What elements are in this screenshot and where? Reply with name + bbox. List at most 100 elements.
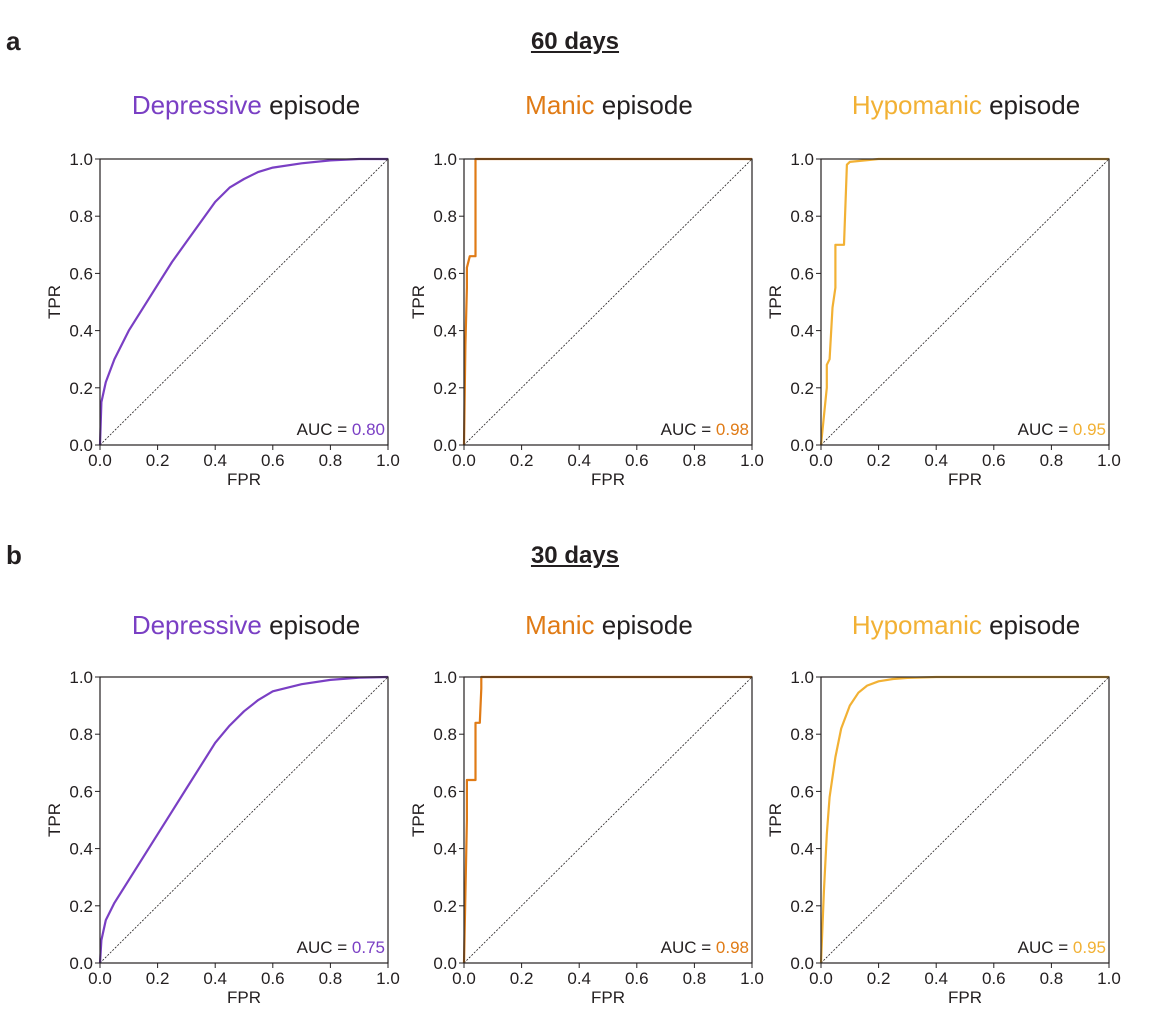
auc-annotation: AUC = 0.98: [661, 938, 749, 957]
y-tick-label: 0.6: [790, 264, 814, 283]
plot-title-rest: episode: [261, 90, 361, 120]
x-tick-label: 0.8: [1040, 451, 1064, 470]
plot-title-rest: episode: [981, 610, 1081, 640]
y-tick-label: 0.4: [790, 322, 814, 341]
plot-title-depressive-60: Depressive episode: [66, 90, 426, 121]
x-tick-label: 0.6: [625, 451, 649, 470]
y-tick-label: 0.6: [433, 264, 457, 283]
x-tick-label: 0.0: [809, 451, 833, 470]
y-tick-label: 0.4: [790, 840, 814, 859]
panel-letter-b: b: [6, 540, 22, 570]
chance-diagonal-line: [99, 676, 389, 964]
y-tick-label: 0.6: [69, 264, 93, 283]
plot-frame: [99, 676, 389, 964]
plot-title-manic-60: Manic episode: [429, 90, 789, 121]
y-tick-label: 0.2: [433, 897, 457, 916]
x-tick-label: 0.2: [867, 451, 891, 470]
y-tick-label: 0.2: [69, 897, 93, 916]
roc-curve: [462, 157, 752, 446]
auc-value: 0.95: [1073, 938, 1106, 957]
y-tick-label: 0.0: [790, 954, 814, 973]
y-tick-label: 1.0: [433, 668, 457, 687]
plot-title-rest: episode: [261, 610, 361, 640]
x-tick-label: 0.8: [319, 451, 343, 470]
y-tick-label: 0.8: [790, 207, 814, 226]
chance-diagonal-line: [463, 158, 753, 446]
y-tick-label: 1.0: [69, 150, 93, 169]
section-title-60-days: 60 days: [530, 28, 620, 55]
plot-frame: [820, 676, 1110, 964]
chance-diagonal-line: [820, 158, 1110, 446]
x-tick-label: 0.0: [809, 969, 833, 988]
roc-plot-hypomanic-30: 0.0 0.2 0.4 0.6 0.8 1.0 0.0 0.2 0.4 0.6 0.8 1.0 FPR T…: [766, 668, 1121, 1007]
x-tick-label: 1.0: [376, 451, 400, 470]
x-tick-label: 0.2: [510, 969, 534, 988]
roc-plot-manic-60: 0.0 0.2 0.4 0.6 0.8 1.0 0.0 0.2 0.4 0.6 0.8 1.0 FPR T…: [409, 150, 764, 489]
x-tick-label: 0.2: [867, 969, 891, 988]
y-tick-label: 0.0: [433, 954, 457, 973]
auc-value: 0.95: [1073, 420, 1106, 439]
y-tick-label: 0.6: [69, 782, 93, 801]
x-tick-label: 1.0: [376, 969, 400, 988]
x-axis-label: FPR: [227, 988, 261, 1007]
auc-label: AUC =: [661, 938, 716, 957]
plot-title-highlight: Manic: [525, 90, 595, 120]
y-axis-label: TPR: [766, 285, 785, 319]
plot-title-depressive-30: Depressive episode: [66, 610, 426, 641]
y-tick-label: 0.8: [69, 207, 93, 226]
auc-annotation: AUC = 0.95: [1018, 420, 1106, 439]
plot-frame: [99, 158, 389, 446]
y-tick-label: 0.2: [433, 379, 457, 398]
roc-plot-depressive-30: 0.0 0.2 0.4 0.6 0.8 1.0 0.0 0.2 0.4 0.6 0.8 1.0 FPR T…: [45, 668, 400, 1007]
x-axis-label: FPR: [591, 470, 625, 489]
y-tick-label: 0.8: [433, 207, 457, 226]
plot-title-rest: episode: [594, 610, 693, 640]
x-tick-label: 0.4: [567, 451, 591, 470]
y-axis-label: TPR: [45, 803, 64, 837]
roc-plot-depressive-60: 0.0 0.2 0.4 0.6 0.8 1.0 0.0 0.2 0.4 0.6 0.8 1.0 FPR T…: [45, 150, 400, 489]
auc-label: AUC =: [297, 420, 352, 439]
x-tick-label: 0.8: [319, 969, 343, 988]
x-tick-label: 0.6: [261, 969, 285, 988]
y-tick-label: 1.0: [790, 150, 814, 169]
x-tick-label: 0.2: [146, 451, 170, 470]
y-tick-label: 0.8: [790, 725, 814, 744]
x-axis-label: FPR: [948, 988, 982, 1007]
chance-diagonal-line: [820, 676, 1110, 964]
x-axis-label: FPR: [591, 988, 625, 1007]
y-tick-label: 0.2: [790, 897, 814, 916]
y-tick-label: 0.0: [790, 436, 814, 455]
chance-diagonal-line: [99, 158, 389, 446]
auc-label: AUC =: [1018, 420, 1073, 439]
roc-curve: [462, 675, 752, 964]
x-tick-label: 1.0: [740, 969, 764, 988]
y-tick-label: 0.6: [790, 782, 814, 801]
auc-label: AUC =: [297, 938, 352, 957]
plot-frame: [463, 676, 753, 964]
plot-title-highlight: Manic: [525, 610, 595, 640]
y-tick-label: 1.0: [790, 668, 814, 687]
auc-value: 0.98: [716, 420, 749, 439]
roc-curve: [98, 675, 389, 964]
section-title-30-days: 30 days: [530, 542, 620, 569]
plot-title-hypomanic-30: Hypomanic episode: [786, 610, 1146, 641]
x-tick-label: 0.0: [452, 451, 476, 470]
y-tick-label: 0.4: [433, 840, 457, 859]
x-tick-label: 1.0: [740, 451, 764, 470]
x-axis-label: FPR: [227, 470, 261, 489]
auc-label: AUC =: [1018, 938, 1073, 957]
plot-frame: [820, 158, 1110, 446]
x-tick-label: 0.0: [88, 969, 112, 988]
plot-title-manic-30: Manic episode: [429, 610, 789, 641]
y-axis-label: TPR: [45, 285, 64, 319]
roc-curve: [98, 157, 388, 446]
x-tick-label: 0.4: [567, 969, 591, 988]
plot-title-rest: episode: [981, 90, 1081, 120]
plot-title-highlight: Hypomanic: [851, 90, 982, 120]
roc-plot-manic-30: 0.0 0.2 0.4 0.6 0.8 1.0 0.0 0.2 0.4 0.6 0.8 1.0 FPR T…: [409, 668, 764, 1007]
x-tick-label: 0.4: [924, 451, 948, 470]
y-tick-label: 0.4: [69, 322, 93, 341]
y-tick-label: 0.4: [69, 840, 93, 859]
auc-label: AUC =: [661, 420, 716, 439]
y-axis-label: TPR: [766, 803, 785, 837]
